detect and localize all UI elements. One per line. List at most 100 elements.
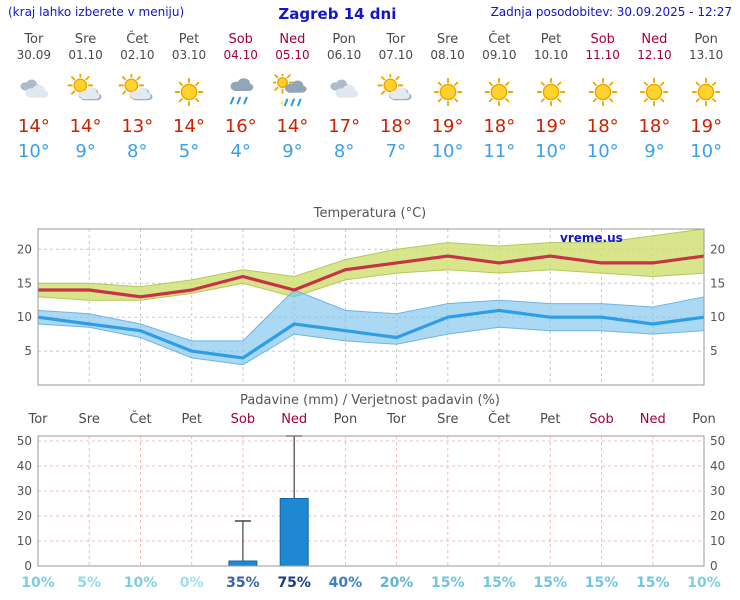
low-temp: 10°: [535, 141, 567, 162]
temp-y-axis-labels: 5 5 10 10 15 15 20 20: [17, 242, 726, 358]
sun-icon: [680, 74, 732, 114]
day-name: Pon: [332, 32, 356, 47]
high-temp: 14°: [17, 116, 50, 137]
day-column: Tor 07.10 18° 7°: [370, 30, 422, 168]
day-date: 13.10: [688, 48, 724, 62]
svg-text:10: 10: [17, 310, 32, 324]
day-name: Ned: [641, 32, 668, 47]
low-temp: 4°: [230, 141, 251, 162]
svg-text:Tor: Tor: [386, 412, 407, 427]
day-name: Tor: [24, 32, 44, 47]
low-temp: 10°: [431, 141, 464, 162]
day-column: Sre 01.10 14° 9°: [60, 30, 112, 168]
day-name: Tor: [386, 32, 406, 47]
svg-text:Pon: Pon: [692, 412, 716, 427]
sun-icon: [525, 74, 577, 114]
rain-icon: [215, 74, 267, 114]
svg-text:10: 10: [710, 534, 725, 548]
high-temp: 16°: [224, 116, 257, 137]
forecast-table: Tor 30.09 14° 10° Sre 01.10 14° 9° Čet 0…: [0, 30, 740, 168]
page-header: (kraj lahko izberete v meniju) Zagreb 14…: [0, 0, 740, 24]
sun-icon: [422, 74, 474, 114]
day-column: Pet 03.10 14° 5°: [163, 30, 215, 168]
low-temp: 9°: [75, 141, 96, 162]
svg-text:20: 20: [710, 242, 725, 256]
svg-text:10: 10: [710, 310, 725, 324]
day-date: 04.10: [223, 48, 258, 62]
cloudy-icon: [8, 74, 60, 114]
partly-icon: [370, 72, 422, 114]
precip-day-labels: Tor Sre Čet Pet Sob Ned Pon Tor Sre Čet Pet Sob Ned P…: [27, 411, 715, 427]
low-temp: 10°: [586, 141, 619, 162]
high-temp: 14°: [173, 116, 205, 137]
low-temp: 11°: [483, 141, 516, 162]
svg-text:10%: 10%: [687, 575, 721, 591]
day-date: 07.10: [378, 48, 414, 62]
sun-icon: [473, 74, 525, 114]
day-name: Ned: [279, 32, 306, 47]
svg-text:15%: 15%: [482, 575, 516, 591]
svg-text:Pet: Pet: [540, 412, 560, 427]
low-temp: 7°: [385, 141, 407, 162]
day-name: Pon: [694, 32, 718, 47]
svg-text:15%: 15%: [534, 575, 568, 591]
low-temp: 9°: [282, 141, 303, 162]
last-update-text: Zadnja posodobitev: 30.09.2025 - 12:27: [490, 5, 732, 19]
svg-text:15%: 15%: [431, 575, 465, 591]
temp-min-line: [37, 308, 705, 360]
svg-text:20: 20: [17, 242, 32, 256]
partly-icon: [111, 72, 163, 114]
day-date: 09.10: [482, 48, 517, 62]
svg-text:40%: 40%: [329, 575, 363, 591]
day-name: Sob: [590, 32, 615, 47]
low-temp: 10°: [690, 141, 723, 162]
high-temp: 19°: [431, 116, 464, 137]
svg-text:Čet: Čet: [488, 411, 510, 427]
precip-bars: [228, 435, 309, 567]
high-temp: 18°: [379, 116, 412, 137]
day-column: Čet 02.10 13° 8°: [111, 30, 163, 168]
high-temp: 18°: [586, 116, 619, 137]
day-name: Čet: [488, 32, 511, 47]
day-date: 05.10: [275, 48, 310, 62]
day-date: 11.10: [585, 48, 620, 62]
svg-text:20%: 20%: [380, 575, 414, 591]
high-temp: 19°: [690, 116, 723, 137]
day-date: 08.10: [430, 48, 465, 62]
precip-y-axis-labels: 0 0 10 10 20 20 30 30 40 40 50 50: [17, 434, 726, 573]
svg-text:0%: 0%: [180, 575, 204, 591]
svg-text:15: 15: [710, 276, 725, 290]
rain-sun-icon: [267, 71, 319, 114]
day-column: Pon 06.10 17° 8°: [318, 30, 370, 168]
svg-text:30: 30: [17, 484, 32, 498]
day-date: 03.10: [171, 48, 207, 62]
day-column: Čet 09.10 18° 11°: [473, 30, 525, 168]
vreme-watermark: vreme.us: [560, 231, 623, 245]
day-name: Pet: [540, 32, 562, 47]
day-date: 01.10: [68, 48, 103, 62]
low-temp: 5°: [178, 141, 200, 162]
day-date: 30.09: [16, 48, 52, 62]
svg-text:35%: 35%: [226, 575, 260, 591]
day-column: Ned 05.10 14° 9°: [267, 30, 319, 168]
temp-max-line: [38, 254, 705, 299]
page-title: Zagreb 14 dni: [278, 5, 397, 23]
precipitation-chart: Tor Sre Čet Pet Sob Ned Pon Tor Sre Čet Pet Sob Ned P…: [17, 411, 726, 591]
cloudy-icon: [318, 74, 370, 114]
sun-icon: [577, 74, 629, 114]
precip-grid: [37, 436, 705, 566]
sun-icon: [163, 74, 215, 114]
svg-text:Sob: Sob: [231, 412, 255, 427]
low-temp: 8°: [333, 141, 355, 162]
day-column: Pon 13.10 19° 10°: [680, 30, 732, 168]
precipitation-chart-title: Padavine (mm) / Verjetnost padavin (%): [240, 393, 500, 408]
partly-icon: [60, 72, 112, 114]
svg-text:0: 0: [24, 559, 32, 573]
svg-text:40: 40: [710, 459, 725, 473]
svg-text:5: 5: [710, 344, 718, 358]
svg-text:Pet: Pet: [181, 412, 201, 427]
svg-text:5%: 5%: [77, 575, 101, 591]
low-temp: 8°: [127, 141, 148, 162]
svg-text:10%: 10%: [21, 575, 55, 591]
